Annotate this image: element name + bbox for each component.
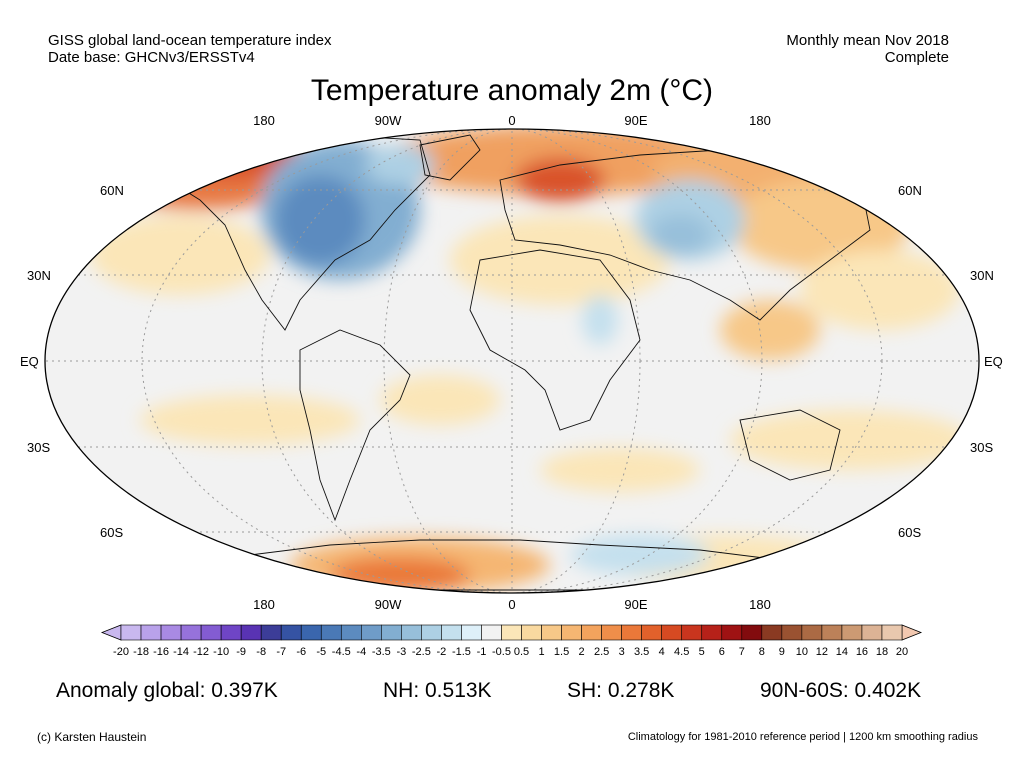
colorbar-tick-label: 16 xyxy=(855,646,869,658)
colorbar-tick-label: -9 xyxy=(236,646,247,658)
colorbar-tick-label: -0.5 xyxy=(492,646,511,658)
sh-anomaly: SH: 0.278K xyxy=(567,679,675,702)
colorbar-tick-label: -12 xyxy=(193,646,210,658)
lon-label-bottom-90w: 90W xyxy=(374,597,402,612)
colorbar-tick-label: -4.5 xyxy=(331,646,351,658)
colorbar-tick-label: 14 xyxy=(835,646,849,658)
lat-label-left-60s: 60S xyxy=(100,525,124,540)
lon-label-top-90e: 90E xyxy=(624,113,648,128)
colorbar-tick-label: 0.5 xyxy=(513,646,530,658)
global-anomaly: Anomaly global: 0.397K xyxy=(56,679,278,702)
map-frame xyxy=(44,128,980,594)
colorbar-tick-label: -5 xyxy=(316,646,327,658)
colorbar-tick-label: -1.5 xyxy=(451,646,471,658)
colorbar-tick-label: -6 xyxy=(296,646,307,658)
colorbar-tick-label: 3.5 xyxy=(634,646,650,658)
lat-label-right-30n: 30N xyxy=(970,268,994,283)
colorbar-tick-label: 4 xyxy=(658,646,665,658)
lat-label-left-30s: 30S xyxy=(27,440,51,455)
period-label: Monthly mean Nov 2018 xyxy=(786,32,949,49)
lon-label-bottom-90e: 90E xyxy=(624,597,648,612)
lon-label-top-180w: 180 xyxy=(253,113,275,128)
colorbar-tick-label: -16 xyxy=(153,646,169,658)
colorbar-tick-label: 5 xyxy=(698,646,705,658)
lat-label-right-eq: EQ xyxy=(984,354,1003,369)
colorbar-tick-label: 6 xyxy=(718,646,725,658)
lon-label-top-0: 0 xyxy=(508,113,516,128)
copyright: (c) Karsten Haustein xyxy=(37,730,147,744)
colorbar-tick-label: -4 xyxy=(356,646,367,658)
dataset-title: GISS global land-ocean temperature index xyxy=(48,32,332,49)
lon-label-top-90w: 90W xyxy=(374,113,402,128)
colorbar-tick-label: -3.5 xyxy=(371,646,391,658)
colorbar-tick-label: -14 xyxy=(173,646,190,658)
nh-anomaly: NH: 0.513K xyxy=(383,679,492,702)
colorbar-tick-label: -18 xyxy=(133,646,149,658)
colorbar-tick-label: 10 xyxy=(795,646,808,658)
climatology-note: Climatology for 1981-2010 reference peri… xyxy=(627,731,978,743)
lat-label-right-30s: 30S xyxy=(970,440,994,455)
colorbar-tick-label: 9 xyxy=(778,646,785,658)
status-label: Complete xyxy=(884,49,949,66)
map-field xyxy=(45,129,979,593)
colorbar-tick-label: 7 xyxy=(738,646,745,658)
colorbar-tick-label: 2.5 xyxy=(593,646,610,658)
lon-label-top-180e: 180 xyxy=(749,113,771,128)
colorbar-tick-label: -2 xyxy=(436,646,447,658)
colorbar-tick-label: 4.5 xyxy=(674,646,690,658)
colorbar-tick-label: 2 xyxy=(578,646,585,658)
colorbar-tick-label: 1.5 xyxy=(553,646,570,658)
polar-anomaly: 90N-60S: 0.402K xyxy=(760,679,922,702)
lon-label-bottom-0: 0 xyxy=(508,597,516,612)
colorbar-tick-label: 18 xyxy=(875,646,889,658)
colorbar-tick-label: 20 xyxy=(895,646,909,658)
colorbar-tick-label: -1 xyxy=(476,646,487,658)
colorbar-tick-label: -2.5 xyxy=(411,646,431,658)
colorbar-tick-label: 1 xyxy=(538,646,545,658)
colorbar-tick-label: 12 xyxy=(815,646,829,658)
colorbar-tick-label: -7 xyxy=(276,646,287,658)
colorbar-tick-label: 3 xyxy=(618,646,625,658)
database-label: Date base: GHCNv3/ERSSTv4 xyxy=(48,49,255,66)
lat-label-right-60n: 60N xyxy=(898,183,922,198)
lat-label-left-eq: EQ xyxy=(20,354,39,369)
colorbar-tick-label: 8 xyxy=(758,646,765,658)
lat-label-left-30n: 30N xyxy=(27,268,51,283)
colorbar-tick-label: -20 xyxy=(113,646,129,658)
lon-label-bottom-180w: 180 xyxy=(253,597,275,612)
colorbar-tick-label: -8 xyxy=(256,646,267,658)
lat-label-right-60s: 60S xyxy=(898,525,922,540)
coastlines xyxy=(159,134,871,591)
lon-label-bottom-180e: 180 xyxy=(749,597,771,612)
colorbar-tick-label: -3 xyxy=(396,646,407,658)
map-title: Temperature anomaly 2m (°C) xyxy=(310,74,714,107)
colorbar-tick-label: -10 xyxy=(213,646,230,658)
lat-label-left-60n: 60N xyxy=(100,183,124,198)
